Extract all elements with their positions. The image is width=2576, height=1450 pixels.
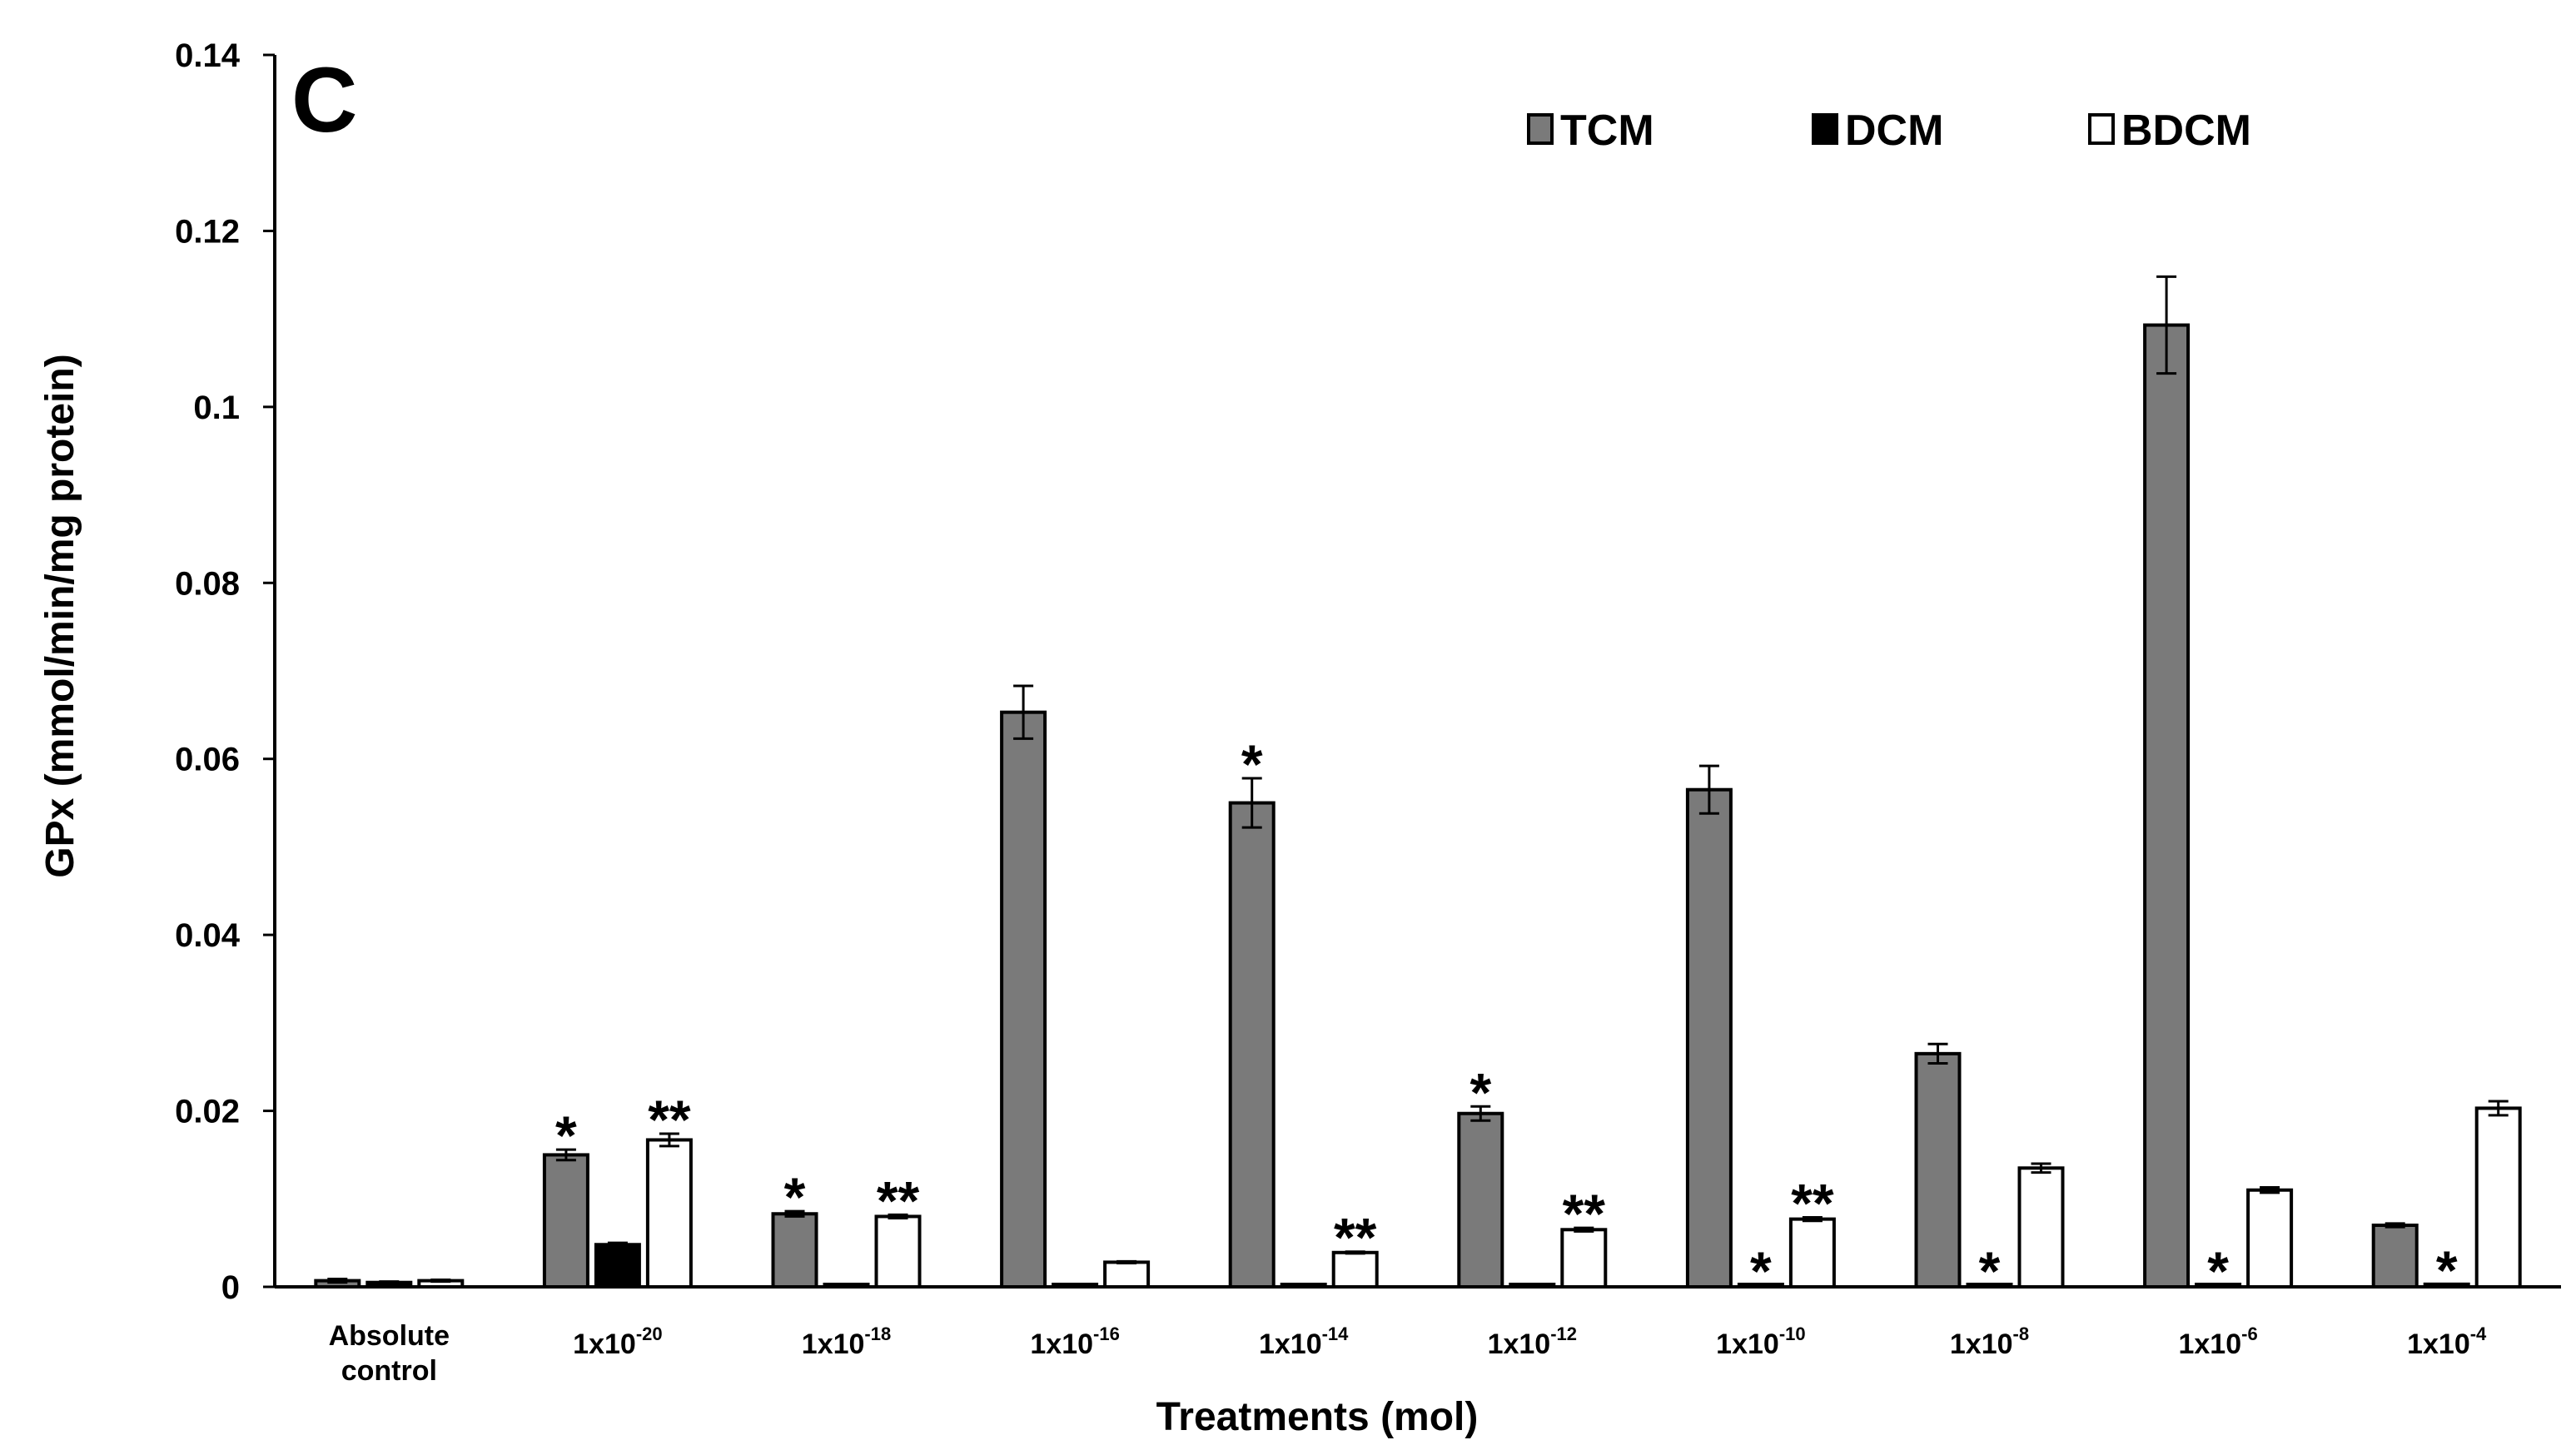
- y-tick-label: 0.14: [175, 37, 241, 74]
- x-category-exponent: -16: [1093, 1323, 1120, 1344]
- legend-label-tcm: TCM: [1560, 107, 1654, 155]
- axes-layer: [273, 55, 2561, 1289]
- bar-dcm-1e-20: [594, 1243, 641, 1289]
- x-category-base: 1x10: [1030, 1328, 1093, 1360]
- sig-marker-dcm-1e-10: *: [1750, 1240, 1772, 1302]
- bar-dcm-1e-8: [1966, 1283, 2013, 1289]
- x-category-base: 1x10: [2407, 1328, 2470, 1360]
- panel-label: C: [291, 49, 357, 151]
- x-category-label-1e-10: 1x10-10: [1716, 1323, 1805, 1360]
- x-category-exponent: -4: [2470, 1323, 2487, 1344]
- y-tick-label: 0.06: [175, 742, 240, 778]
- x-category-label-1e-6: 1x10-6: [2178, 1323, 2257, 1360]
- x-category-label-1e-16: 1x10-16: [1030, 1323, 1119, 1360]
- x-category-exponent: -20: [636, 1323, 663, 1344]
- x-category-exponent: -12: [1550, 1323, 1577, 1344]
- x-category-exponent: -6: [2241, 1323, 2258, 1344]
- y-tick-label: 0.1: [193, 390, 240, 426]
- bar-tcm-1e-20: [542, 1153, 589, 1289]
- significance-markers: * *** ************ * *: [555, 733, 2458, 1302]
- x-axis-title: Treatments (mol): [1156, 1395, 1479, 1439]
- bar-tcm-1e-16: [1000, 710, 1047, 1289]
- legend: TCM DCM BDCM: [1527, 107, 2251, 155]
- x-category-base: 1x10: [1716, 1328, 1779, 1360]
- x-category-exponent: -14: [1322, 1323, 1350, 1344]
- sig-marker-dcm-1e-4: *: [2436, 1239, 2458, 1301]
- x-category-label-absolute-control: Absolute: [329, 1320, 450, 1352]
- sig-marker-dcm-1e-6: *: [2207, 1240, 2229, 1302]
- bar-bdcm-1e-12: [1560, 1228, 1608, 1289]
- bar-tcm-1e-10: [1685, 787, 1733, 1289]
- x-category-exponent: -8: [2013, 1323, 2030, 1344]
- y-tick-label: 0.04: [175, 917, 241, 954]
- sig-marker-bdcm-1e-20: **: [648, 1089, 691, 1150]
- y-tick-label: 0.12: [175, 213, 240, 250]
- bar-bdcm-1e-16: [1103, 1260, 1151, 1289]
- bar-tcm-1e-12: [1457, 1111, 1504, 1289]
- bar-dcm-1e-14: [1280, 1283, 1327, 1289]
- bar-tcm-1e-18: [771, 1212, 818, 1289]
- x-category-label-1e-18: 1x10-18: [802, 1323, 891, 1360]
- x-category-base: 1x10: [1259, 1328, 1322, 1360]
- x-category-label-1e-14: 1x10-14: [1259, 1323, 1349, 1360]
- bar-tcm-1e-14: [1228, 801, 1276, 1289]
- x-category-base: 1x10: [1950, 1328, 2013, 1360]
- sig-marker-tcm-1e-12: *: [1470, 1061, 1491, 1123]
- sig-marker-bdcm-1e-14: **: [1334, 1207, 1377, 1269]
- sig-marker-bdcm-1e-12: **: [1563, 1183, 1606, 1244]
- bars-layer: [314, 323, 2522, 1289]
- x-category-exponent: -10: [1779, 1323, 1806, 1344]
- sig-marker-dcm-1e-8: *: [1979, 1240, 2001, 1302]
- y-tick-label: 0: [221, 1269, 240, 1306]
- sig-marker-tcm-1e-20: *: [555, 1105, 577, 1166]
- sig-marker-bdcm-1e-10: **: [1791, 1172, 1834, 1234]
- bar-dcm-1e-6: [2195, 1283, 2242, 1289]
- bar-bdcm-1e-20: [645, 1138, 693, 1289]
- x-category-label-1e-12: 1x10-12: [1488, 1323, 1577, 1360]
- x-category-base: 1x10: [2178, 1328, 2241, 1360]
- bar-dcm-1e-12: [1509, 1283, 1556, 1289]
- y-tick-labels: 0 0.02 0.04 0.06 0.08 0.1 0.12 0.14: [175, 37, 275, 1306]
- x-category-label-1e-20: 1x10-20: [573, 1323, 662, 1360]
- sig-marker-tcm-1e-18: *: [784, 1166, 806, 1228]
- legend-label-dcm: DCM: [1845, 107, 1943, 155]
- y-axis-title: GPx (mmol/min/mg protein): [38, 354, 82, 877]
- y-tick-label: 0.08: [175, 565, 240, 602]
- bar-dcm-1e-4: [2423, 1282, 2470, 1289]
- bar-tcm-1e-8: [1914, 1051, 1962, 1289]
- bar-tcm-1e-6: [2143, 323, 2191, 1289]
- x-category-base: 1x10: [802, 1328, 865, 1360]
- bar-dcm-1e-18: [823, 1283, 870, 1289]
- legend-swatch-tcm: [1527, 113, 1554, 145]
- x-category-base: 1x10: [1488, 1328, 1551, 1360]
- x-category-label-1e-8: 1x10-8: [1950, 1323, 2029, 1360]
- x-category-label-1e-4: 1x10-4: [2407, 1323, 2487, 1360]
- x-category-label-absolute-control: control: [341, 1355, 437, 1387]
- bar-bdcm-1e-6: [2246, 1188, 2294, 1289]
- x-category-base: 1x10: [573, 1328, 636, 1360]
- bar-dcm-1e-16: [1052, 1283, 1099, 1289]
- legend-label-bdcm: BDCM: [2121, 107, 2251, 155]
- legend-swatch-bdcm: [2088, 113, 2115, 145]
- sig-marker-tcm-1e-14: *: [1241, 733, 1263, 795]
- bar-bdcm-1e-8: [2017, 1166, 2065, 1289]
- bar-bdcm-1e-4: [2474, 1106, 2522, 1289]
- error-bars-layer: [327, 275, 2509, 1285]
- sig-marker-bdcm-1e-18: **: [877, 1169, 920, 1231]
- legend-swatch-dcm: [1812, 113, 1838, 145]
- x-category-exponent: -18: [864, 1323, 891, 1344]
- y-tick-label: 0.02: [175, 1094, 240, 1130]
- bar-tcm-1e-4: [2371, 1224, 2419, 1289]
- bar-dcm-1e-10: [1737, 1283, 1784, 1289]
- bar-bdcm-1e-14: [1331, 1250, 1379, 1289]
